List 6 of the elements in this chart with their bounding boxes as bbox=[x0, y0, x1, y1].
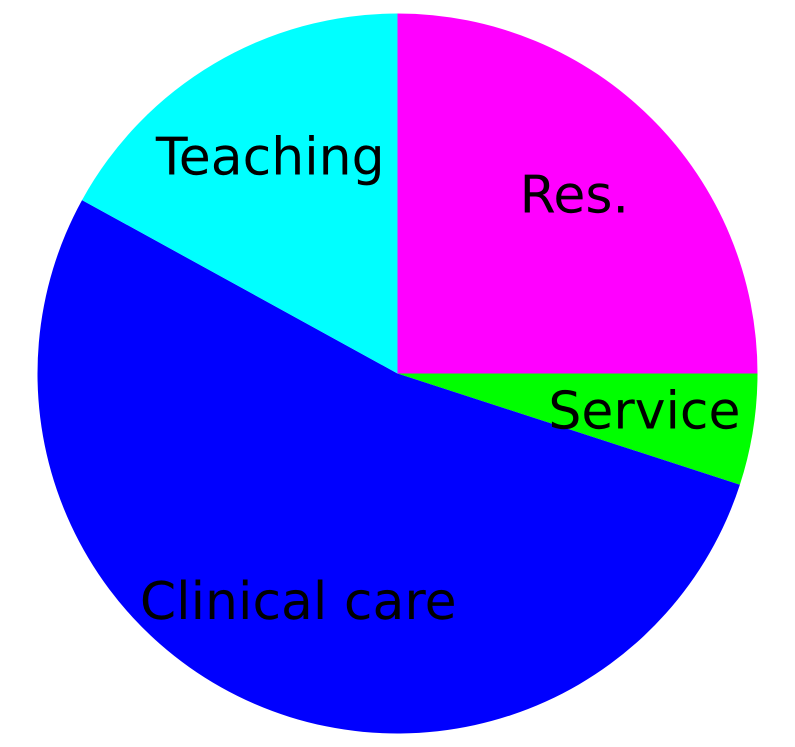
slice-label: Clinical care bbox=[140, 572, 457, 632]
slice-label: Service bbox=[548, 382, 741, 442]
pie-slice bbox=[398, 14, 758, 374]
slice-label: Teaching bbox=[154, 127, 385, 188]
slice-label: Res. bbox=[520, 166, 629, 226]
pie-slice bbox=[82, 14, 398, 374]
